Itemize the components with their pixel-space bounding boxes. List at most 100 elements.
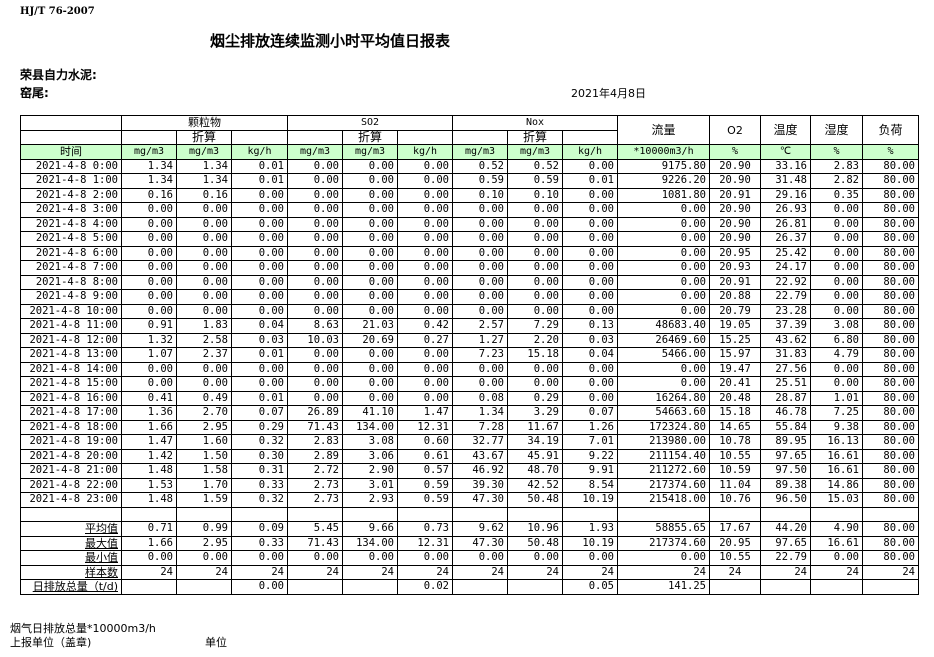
value-cell: 20.90	[709, 173, 761, 189]
time-cell: 2021-4-8 23:00	[20, 492, 122, 508]
blank-row	[20, 506, 919, 522]
value-cell: 2.83	[810, 158, 863, 174]
table-row: 2021-4-8 16:00 0.41 0.49 0.01 0.00 0.00 0.00 0.…	[20, 390, 919, 406]
value-cell: 80.00	[862, 173, 919, 189]
value-cell: 215418.00	[617, 492, 710, 508]
value-cell: 0.00	[507, 550, 563, 566]
value-cell: 7.25	[810, 405, 863, 421]
value-cell: 19.47	[709, 361, 761, 377]
value-cell: 26.37	[760, 231, 811, 247]
value-cell: 2.58	[176, 332, 232, 348]
value-cell: 0.00	[562, 231, 618, 247]
value-cell: 20.95	[709, 245, 761, 261]
value-cell: 2.37	[176, 347, 232, 363]
value-cell: 0.00	[121, 245, 177, 261]
value-cell: 0.00	[176, 245, 232, 261]
value-cell: 0.41	[121, 390, 177, 406]
value-cell: 14.86	[810, 477, 863, 493]
value-cell: 0.01	[231, 347, 288, 363]
value-cell: 0.00	[810, 216, 863, 232]
value-cell: 48683.40	[617, 318, 710, 334]
value-cell: 0.00	[231, 187, 288, 203]
value-cell: 0.00	[176, 550, 232, 566]
value-cell: 0.00	[562, 260, 618, 276]
value-cell: 0.03	[231, 332, 288, 348]
value-cell: 0.00	[397, 376, 453, 392]
value-cell: 20.93	[709, 260, 761, 276]
value-cell: 80.00	[862, 202, 919, 218]
unit-cell: kg/h	[397, 144, 453, 160]
time-cell: 2021-4-8 6:00	[20, 245, 122, 261]
value-cell: 0.00	[617, 202, 710, 218]
value-cell: 96.50	[760, 492, 811, 508]
value-cell: 0.10	[507, 187, 563, 203]
value-cell: 1.34	[121, 173, 177, 189]
value-cell: 0.00	[121, 216, 177, 232]
value-cell: 20.48	[709, 390, 761, 406]
value-cell: 1.47	[397, 405, 453, 421]
row-label: 最大值	[20, 535, 122, 551]
value-cell: 0.00	[231, 216, 288, 232]
value-cell: 0.10	[452, 187, 508, 203]
value-cell: 2.90	[342, 463, 398, 479]
value-cell: 0.13	[562, 318, 618, 334]
value-cell: 0.00	[231, 361, 288, 377]
value-cell: 0.00	[617, 274, 710, 290]
value-cell: 0.00	[231, 303, 288, 319]
time-cell: 2021-4-8 14:00	[20, 361, 122, 377]
value-cell: 15.25	[709, 332, 761, 348]
value-cell: 0.00	[231, 245, 288, 261]
value-cell: 0.00	[452, 303, 508, 319]
value-cell: 0.00	[121, 289, 177, 305]
unit-cell: kg/h	[231, 144, 288, 160]
value-cell	[176, 579, 232, 595]
value-cell: 54663.60	[617, 405, 710, 421]
value-cell: 0.00	[342, 158, 398, 174]
time-cell: 2021-4-8 20:00	[20, 448, 122, 464]
value-cell: 134.00	[342, 535, 398, 551]
value-cell: 0.73	[397, 521, 453, 537]
value-cell: 0.00	[342, 289, 398, 305]
value-cell: 0.33	[231, 477, 288, 493]
value-cell: 47.30	[452, 535, 508, 551]
group-particulate: 颗粒物	[121, 115, 288, 131]
value-cell: 1.34	[452, 405, 508, 421]
time-cell: 2021-4-8 10:00	[20, 303, 122, 319]
value-cell: 24	[231, 564, 288, 580]
value-cell: 0.08	[452, 390, 508, 406]
value-cell: 0.00	[231, 202, 288, 218]
summary-row: 最小值 0.00 0.00 0.00 0.00 0.00 0.00 0.00 0.00 0.00 0…	[20, 550, 919, 566]
value-cell: 0.00	[810, 274, 863, 290]
value-cell: 20.90	[709, 231, 761, 247]
header-temperature: 温度	[760, 115, 811, 145]
value-cell: 2.72	[287, 463, 343, 479]
value-cell: 0.00	[176, 216, 232, 232]
value-cell: 3.08	[810, 318, 863, 334]
value-cell: 0.00	[562, 550, 618, 566]
value-cell: 12.31	[397, 535, 453, 551]
value-cell: 0.00	[397, 390, 453, 406]
value-cell: 0.00	[121, 303, 177, 319]
value-cell	[342, 579, 398, 595]
value-cell: 0.00	[810, 289, 863, 305]
time-cell: 2021-4-8 17:00	[20, 405, 122, 421]
value-cell: 0.30	[231, 448, 288, 464]
unit-cell: mg/m3	[121, 144, 177, 160]
value-cell: 0.00	[121, 361, 177, 377]
value-cell: 0.00	[562, 376, 618, 392]
table-row: 2021-4-8 3:00 0.00 0.00 0.00 0.00 0.00 0.00 0.0…	[20, 202, 919, 218]
value-cell: 0.00	[287, 550, 343, 566]
value-cell: 7.01	[562, 434, 618, 450]
value-cell: 16.61	[810, 448, 863, 464]
value-cell: 1.27	[452, 332, 508, 348]
value-cell: 0.00	[397, 245, 453, 261]
unit-cell: %	[709, 144, 761, 160]
value-cell: 0.07	[562, 405, 618, 421]
value-cell: 0.00	[617, 289, 710, 305]
value-cell: 89.38	[760, 477, 811, 493]
table-row: 2021-4-8 18:00 1.66 2.95 0.29 71.43 134.00 12.…	[20, 419, 919, 435]
value-cell: 80.00	[862, 303, 919, 319]
value-cell: 33.16	[760, 158, 811, 174]
value-cell: 0.00	[342, 173, 398, 189]
value-cell: 1.07	[121, 347, 177, 363]
